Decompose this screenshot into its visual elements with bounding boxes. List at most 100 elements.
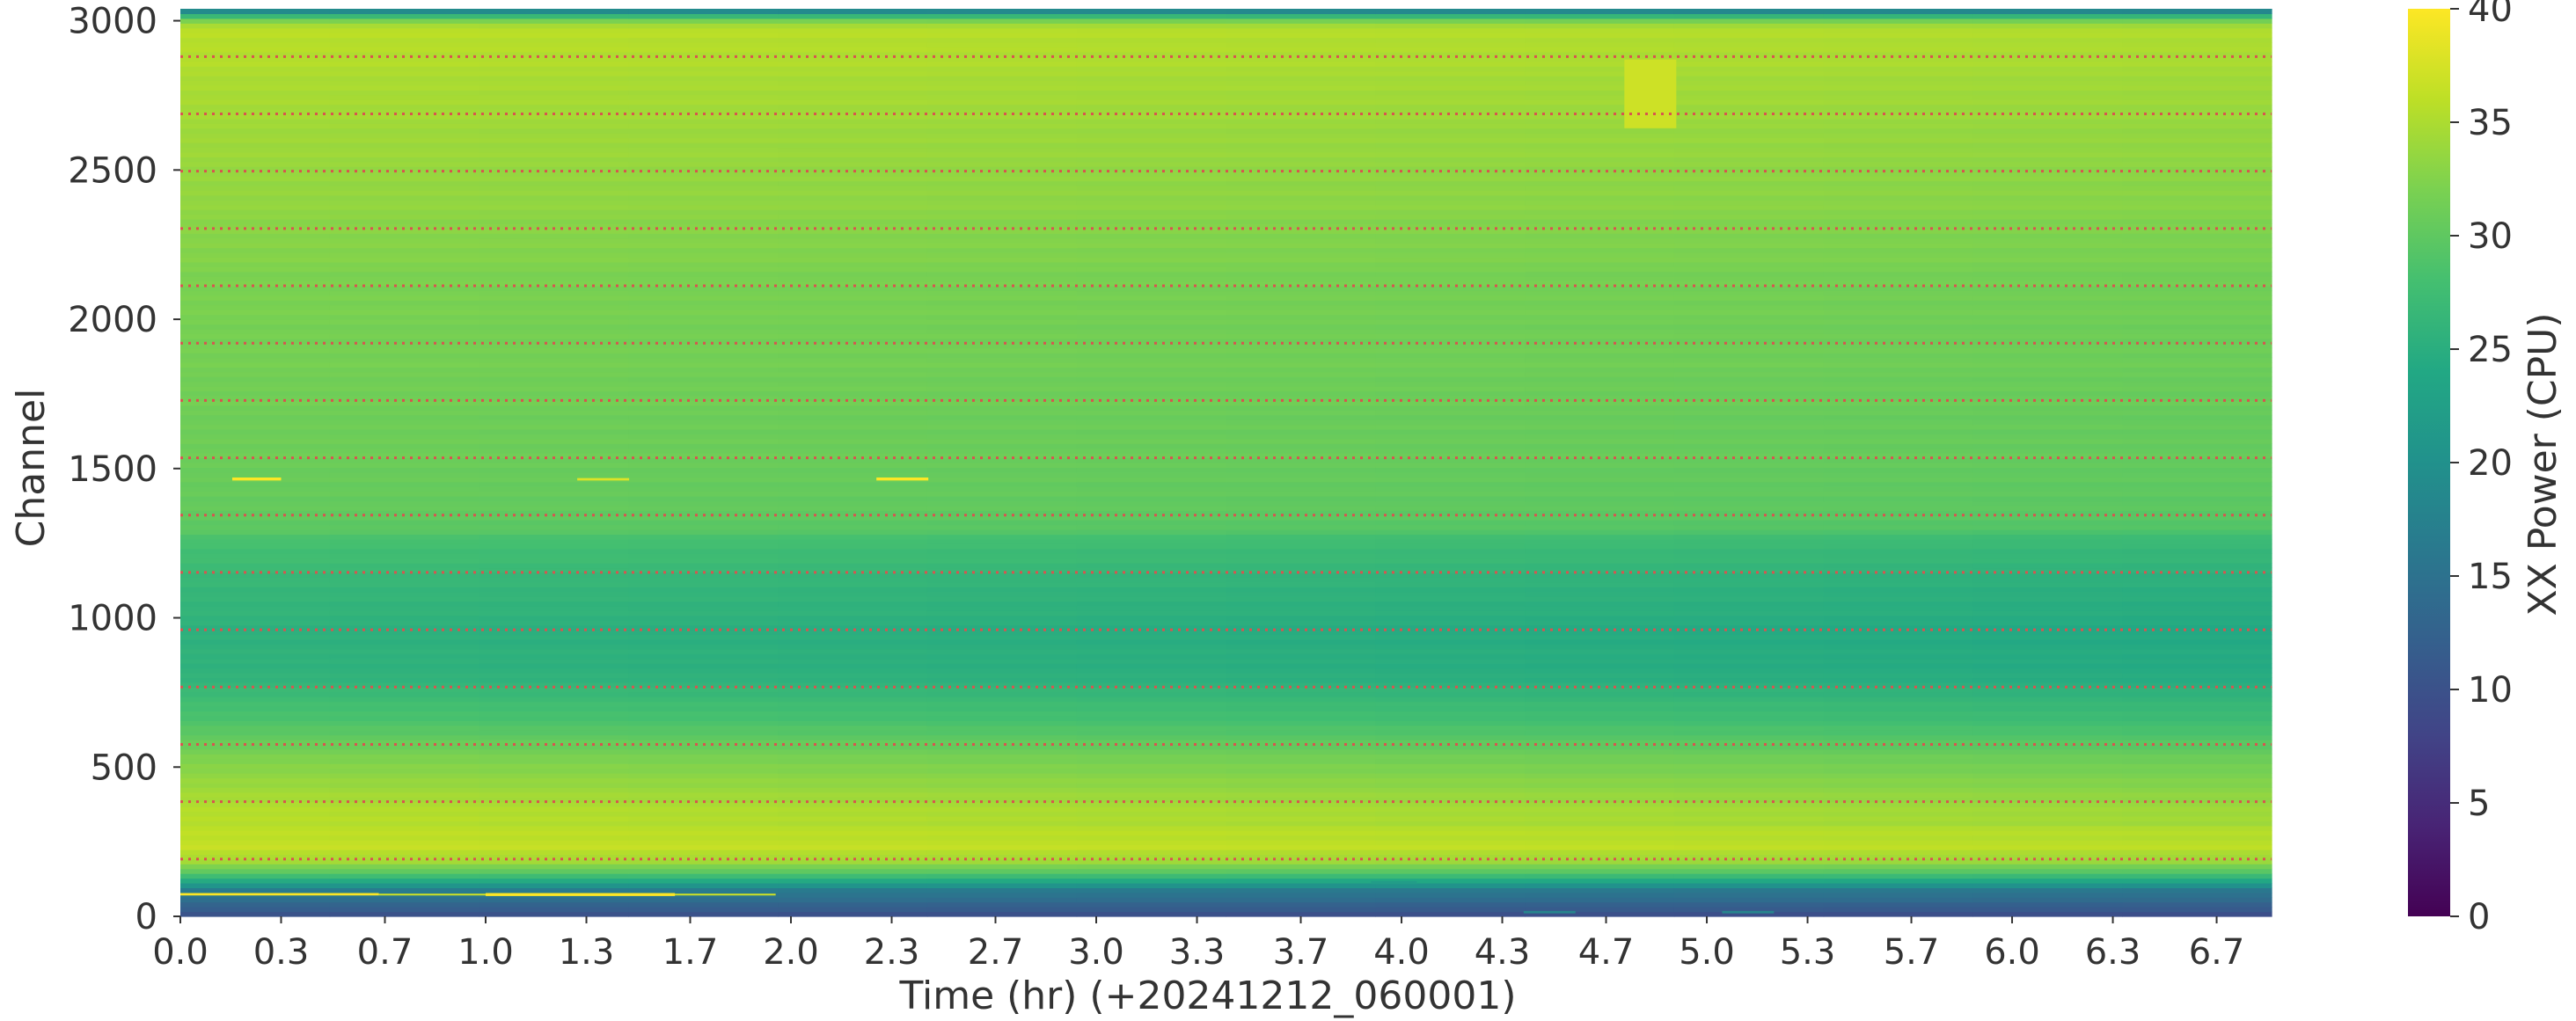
heatmap-cell (1375, 763, 1526, 769)
heatmap-cell (926, 481, 1078, 487)
heatmap-cell (1076, 261, 1227, 267)
heatmap-cell (180, 768, 331, 774)
heatmap-cell (2122, 310, 2272, 316)
heatmap-cell (1076, 166, 1227, 172)
heatmap-cell (1226, 295, 1376, 301)
heatmap-cell (1076, 653, 1227, 660)
heatmap-cell (778, 123, 928, 129)
heatmap-cell (1972, 328, 2123, 334)
heatmap-cell (926, 448, 1078, 454)
heatmap-cell (1823, 858, 1974, 864)
heatmap-cell (2122, 477, 2272, 483)
heatmap-cell (2122, 882, 2272, 889)
heatmap-cell (479, 791, 629, 798)
heatmap-cell (180, 758, 331, 764)
heatmap-cell (926, 257, 1078, 263)
heatmap-cell (329, 558, 480, 564)
heatmap-cell (1226, 243, 1376, 249)
heatmap-cell (1375, 534, 1526, 540)
heatmap-cell (1076, 128, 1227, 134)
heatmap-cell (628, 720, 779, 726)
heatmap-cell (2122, 419, 2272, 426)
heatmap-cell (1673, 825, 1825, 831)
heatmap-cell (180, 361, 331, 368)
heatmap-cell (479, 237, 629, 244)
heatmap-cell (1375, 553, 1526, 559)
heatmap-cell (1525, 343, 1675, 349)
heatmap-cell (926, 271, 1078, 277)
heatmap-cell (1673, 748, 1825, 755)
heatmap-cell (1375, 300, 1526, 306)
heatmap-cell (1076, 99, 1227, 106)
heatmap-cell (926, 835, 1078, 841)
heatmap-cell (778, 171, 928, 177)
heatmap-cell (180, 696, 331, 703)
heatmap-cell (628, 51, 779, 57)
heatmap-cell (778, 223, 928, 230)
heatmap-cell (180, 257, 331, 263)
heatmap-cell (329, 471, 480, 478)
heatmap-cell (1076, 70, 1227, 77)
heatmap-cell (329, 672, 480, 679)
heatmap-cell (479, 620, 629, 626)
heatmap-cell (180, 529, 331, 536)
heatmap-cell (180, 33, 331, 39)
heatmap-cell (180, 434, 331, 440)
heatmap-cell (1076, 18, 1227, 24)
heatmap-cell (1673, 353, 1825, 359)
heatmap-cell (2122, 33, 2272, 39)
heatmap-cell (1673, 663, 1825, 669)
heatmap-cell (180, 553, 331, 559)
heatmap-cell (1525, 113, 1675, 120)
heatmap-cell (2122, 56, 2272, 62)
heatmap-cell (180, 734, 331, 740)
heatmap-cell (2122, 715, 2272, 721)
heatmap-cell (1525, 648, 1675, 654)
heatmap-cell (180, 835, 331, 841)
heatmap-feature (1371, 880, 1417, 885)
heatmap-cell (1972, 773, 2123, 779)
heatmap-cell (1226, 319, 1376, 325)
colorbar-tick-label: 30 (2468, 216, 2513, 257)
heatmap-cell (479, 161, 629, 167)
heatmap-cell (479, 228, 629, 234)
heatmap-cell (926, 471, 1078, 478)
heatmap-cell (1673, 328, 1825, 334)
heatmap-cell (1823, 104, 1974, 110)
heatmap-cell (1076, 84, 1227, 91)
heatmap-cell (1226, 892, 1376, 898)
heatmap-cell (926, 357, 1078, 363)
heatmap-cell (1375, 457, 1526, 463)
heatmap-cell (1226, 61, 1376, 67)
heatmap-cell (329, 691, 480, 697)
heatmap-cell (1375, 467, 1526, 473)
heatmap-cell (1076, 133, 1227, 139)
heatmap-cell (628, 290, 779, 296)
heatmap-cell (926, 610, 1078, 616)
heatmap-cell (329, 23, 480, 29)
heatmap-cell (926, 438, 1078, 444)
heatmap-cell (1972, 854, 2123, 860)
heatmap-cell (180, 247, 331, 253)
heatmap-cell (1076, 328, 1227, 334)
heatmap-cell (180, 223, 331, 230)
heatmap-cell (1673, 367, 1825, 373)
heatmap-cell (1673, 734, 1825, 740)
heatmap-cell (1673, 548, 1825, 554)
heatmap-cell (1972, 361, 2123, 368)
heatmap-cell (329, 587, 480, 593)
heatmap-cell (1525, 887, 1675, 893)
heatmap-cell (1972, 180, 2123, 186)
heatmap-cell (1673, 61, 1825, 67)
heatmap-cell (628, 858, 779, 864)
heatmap-cell (2122, 653, 2272, 660)
heatmap-cell (926, 266, 1078, 273)
heatmap-cell (1823, 319, 1974, 325)
heatmap-cell (1076, 601, 1227, 607)
heatmap-cell (926, 605, 1078, 611)
heatmap-cell (1226, 137, 1376, 143)
heatmap-cell (778, 610, 928, 616)
heatmap-cell (2122, 27, 2272, 33)
heatmap-cell (1375, 782, 1526, 788)
heatmap-cell (1525, 768, 1675, 774)
